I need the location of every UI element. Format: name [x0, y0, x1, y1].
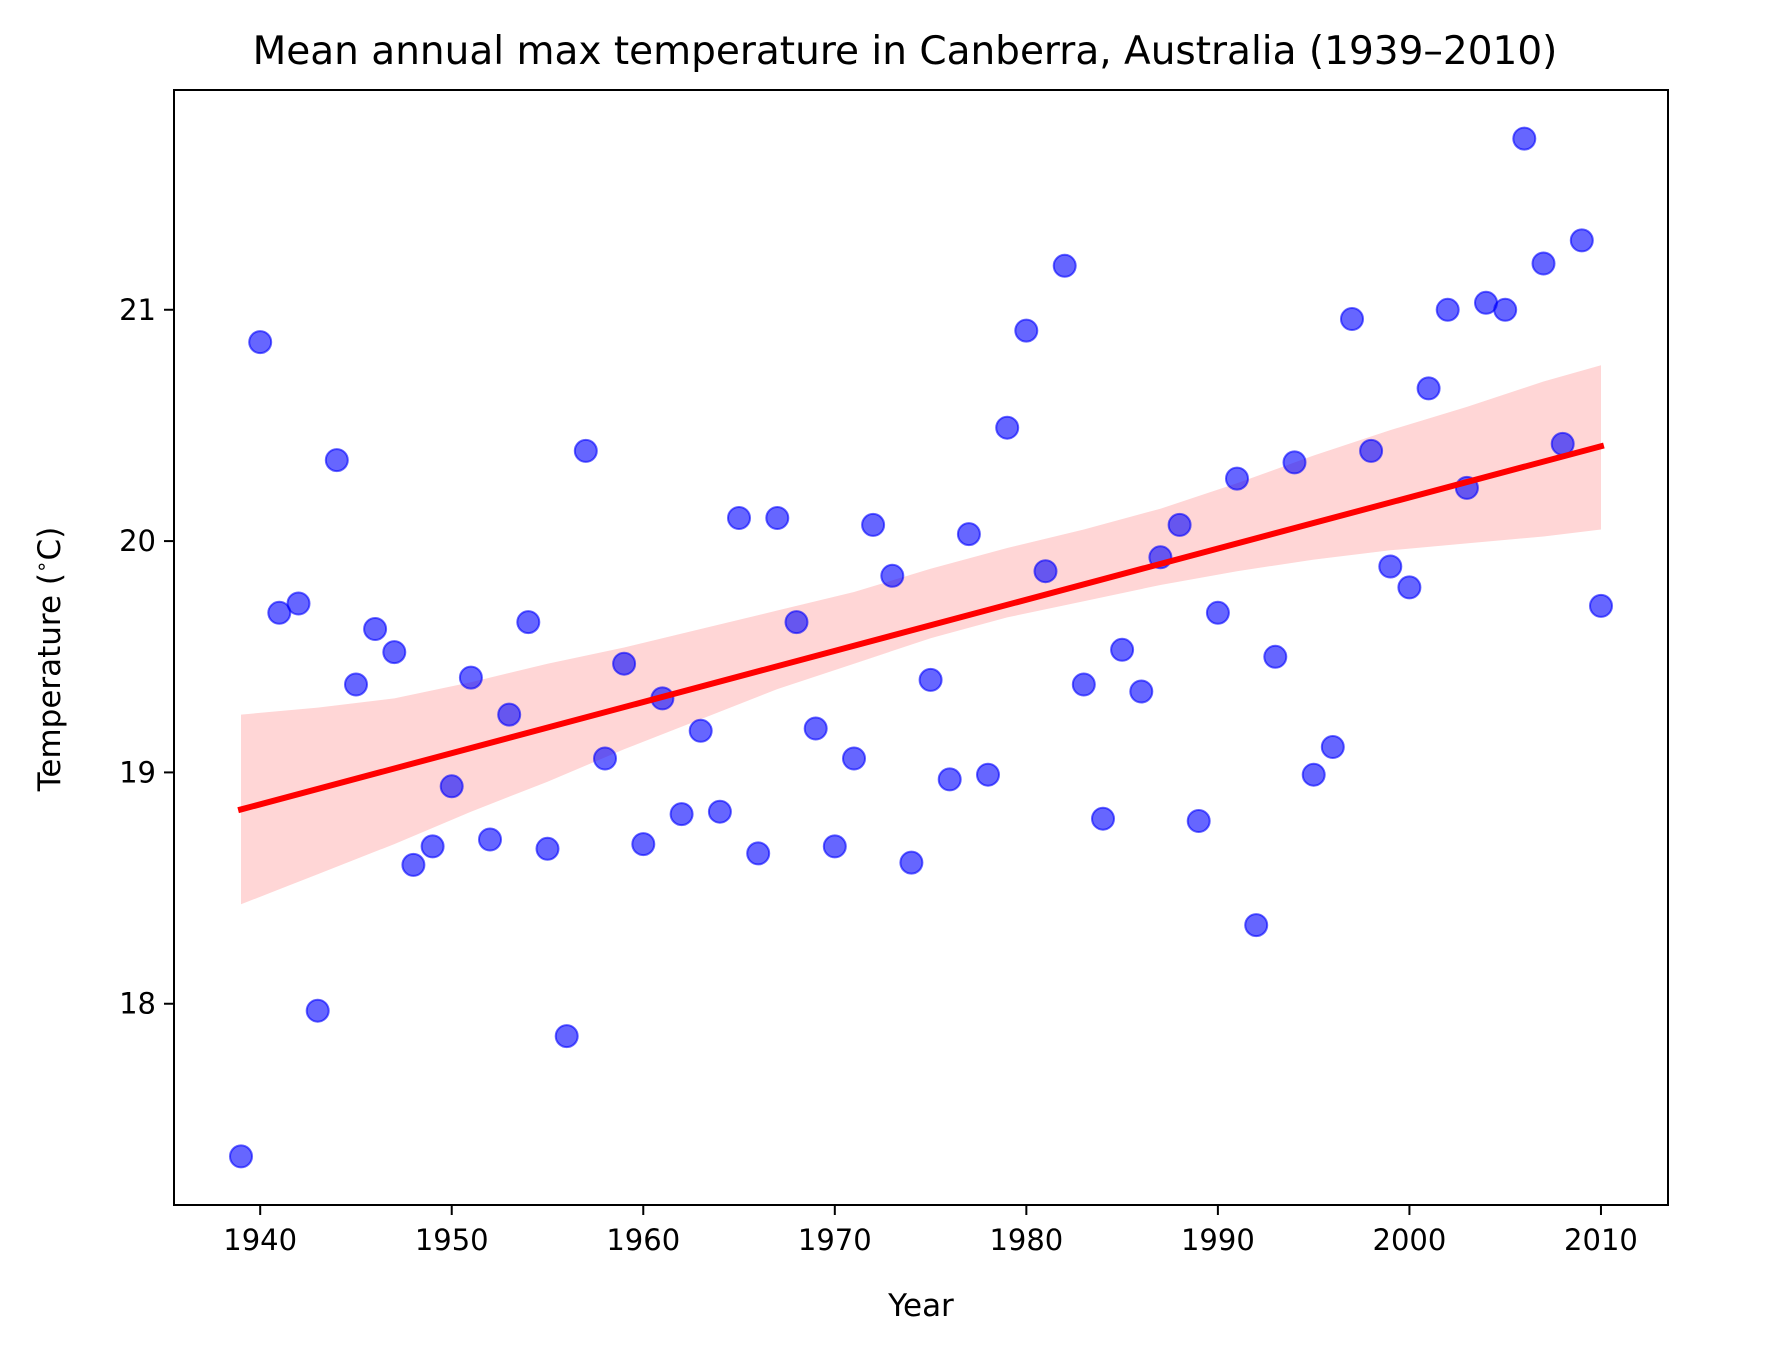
- x-tick-label: 1940: [223, 1223, 297, 1257]
- data-point: [1378, 554, 1403, 579]
- data-point: [1052, 253, 1077, 278]
- data-point: [401, 852, 426, 877]
- confidence-band-layer: [241, 365, 1601, 905]
- data-point: [727, 506, 751, 530]
- data-point: [707, 799, 732, 824]
- x-tick-label: 1990: [1181, 1223, 1255, 1257]
- data-point: [631, 832, 656, 857]
- data-point: [1091, 806, 1115, 831]
- data-point: [1014, 318, 1039, 343]
- data-point: [688, 718, 713, 743]
- data-point: [1301, 762, 1326, 787]
- data-point: [1244, 913, 1269, 938]
- data-point: [746, 841, 771, 866]
- data-point: [344, 672, 368, 697]
- data-point: [497, 702, 522, 727]
- data-point: [324, 448, 349, 473]
- data-point: [1435, 297, 1460, 322]
- confidence-band: [241, 365, 1601, 905]
- data-point: [1186, 809, 1211, 833]
- data-point: [1320, 735, 1345, 759]
- y-tick-label: 19: [119, 755, 156, 789]
- chart-title: Mean annual max temperature in Canberra,…: [253, 29, 1558, 74]
- data-point: [1282, 450, 1307, 475]
- data-point: [382, 640, 407, 665]
- data-point: [1416, 376, 1441, 401]
- x-tick-label: 1980: [989, 1223, 1063, 1257]
- data-point: [478, 827, 502, 852]
- data-point: [899, 850, 924, 875]
- axes-layer: 1940 1950 1960 1970 1980 1990 2000 2010 18 19 20 21: [119, 89, 1669, 1257]
- data-point: [1531, 251, 1556, 276]
- data-point: [1129, 679, 1154, 704]
- data-point: [420, 834, 445, 859]
- data-point: [822, 834, 847, 859]
- data-point: [1263, 644, 1288, 669]
- data-point: [267, 600, 292, 625]
- data-point: [803, 716, 828, 741]
- data-point: [956, 522, 981, 547]
- data-point: [248, 330, 273, 355]
- y-axis-label-degree: ∘: [29, 560, 53, 573]
- y-tick-label: 20: [119, 524, 156, 558]
- data-point: [1512, 126, 1537, 151]
- data-point: [937, 767, 962, 792]
- data-point: [1071, 672, 1096, 697]
- x-axis-label: Year: [887, 1288, 954, 1324]
- x-tick-label: 1970: [798, 1223, 872, 1257]
- data-point: [918, 667, 943, 692]
- x-tick-label: 1950: [415, 1223, 489, 1257]
- data-point: [861, 512, 886, 537]
- data-point: [765, 506, 790, 530]
- data-point: [286, 591, 311, 616]
- data-point: [1589, 593, 1613, 618]
- data-point: [1493, 297, 1518, 322]
- y-axis-label: Temperature (∘C): [29, 527, 68, 793]
- data-point: [669, 802, 694, 827]
- y-axis-label-suffix: C): [32, 527, 68, 561]
- data-point: [1110, 637, 1135, 662]
- trend-line-layer: [237, 442, 1605, 814]
- data-points-layer: [229, 126, 1613, 1169]
- y-axis-label-prefix: Temperature (: [32, 573, 68, 792]
- data-point: [516, 610, 541, 635]
- data-point: [363, 617, 388, 641]
- x-tick-label: 2000: [1373, 1223, 1447, 1257]
- data-point: [229, 1144, 253, 1169]
- data-point: [1033, 559, 1058, 584]
- data-point: [458, 665, 483, 690]
- data-point: [784, 610, 809, 635]
- x-tick-label: 1960: [606, 1223, 680, 1257]
- data-point: [554, 1024, 579, 1049]
- y-tick-label: 18: [119, 987, 156, 1021]
- data-point: [305, 998, 330, 1023]
- data-point: [1225, 466, 1249, 491]
- data-point: [880, 563, 905, 588]
- x-tick-label: 2010: [1564, 1223, 1638, 1257]
- data-point: [1205, 600, 1230, 625]
- trend-line: [237, 442, 1605, 814]
- data-point: [439, 774, 464, 799]
- data-point: [573, 438, 598, 463]
- y-tick-label: 21: [119, 293, 156, 327]
- data-point: [1569, 228, 1594, 253]
- data-point: [593, 746, 617, 771]
- data-point: [1397, 575, 1422, 600]
- data-point: [1340, 307, 1364, 331]
- data-point: [976, 762, 1000, 787]
- data-point: [842, 746, 866, 771]
- data-point: [1167, 512, 1192, 537]
- data-point: [535, 836, 560, 861]
- plot-frame: [173, 89, 1669, 1206]
- data-point: [612, 651, 637, 676]
- data-point: [995, 415, 1020, 440]
- data-point: [1359, 438, 1384, 463]
